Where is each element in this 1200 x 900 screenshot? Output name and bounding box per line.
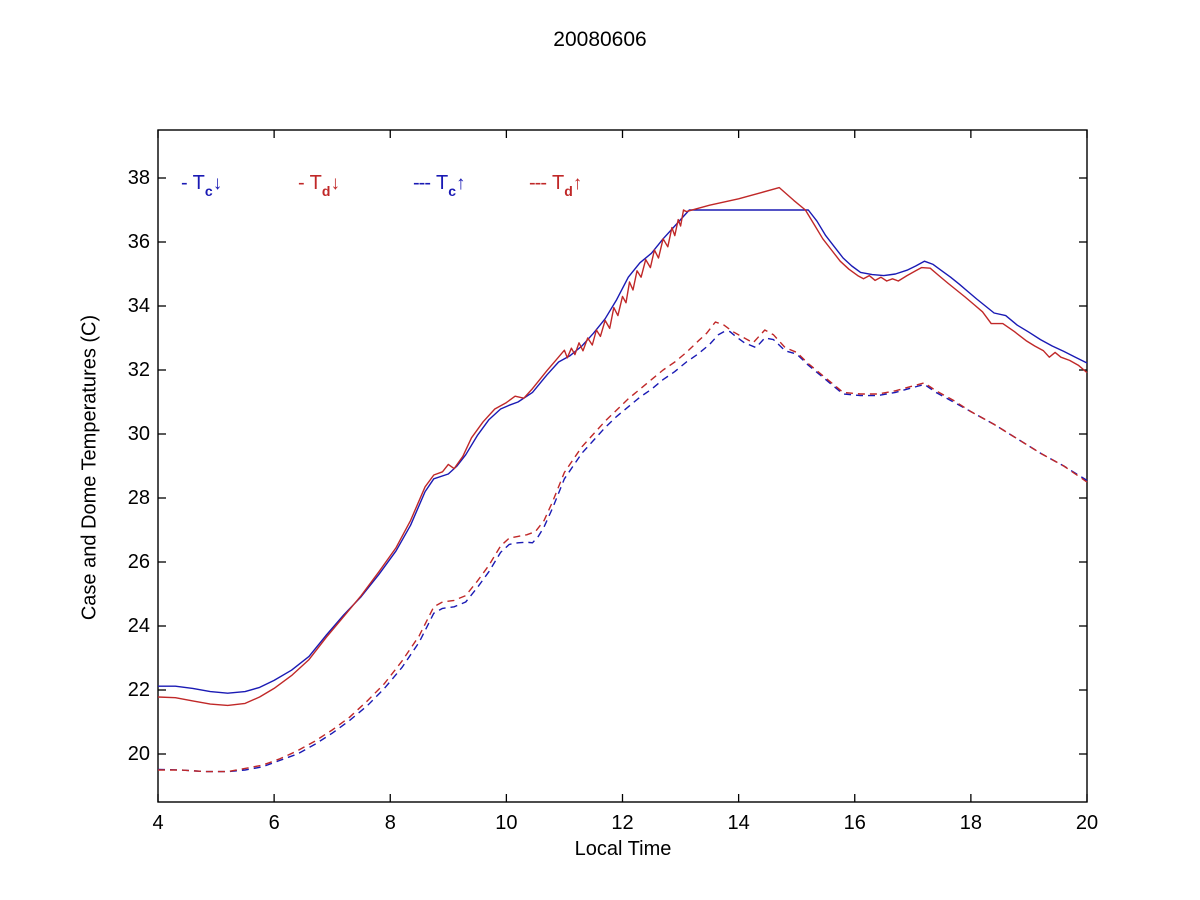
legend-entry-c-down: - Tc↓ — [181, 172, 223, 199]
legend-subscript: d — [564, 183, 573, 199]
x-axis-label: Local Time — [574, 838, 672, 860]
y-tick-label: 32 — [127, 359, 150, 381]
x-tick-label: 14 — [727, 812, 750, 834]
down-arrow-icon: ↓ — [330, 173, 340, 194]
y-tick-label: 36 — [127, 231, 150, 253]
series-td-down-line — [157, 186, 1088, 707]
plot-box — [157, 129, 1088, 803]
x-tick-label: 12 — [611, 812, 634, 834]
solid-line-sample: - — [298, 172, 305, 194]
x-tick-label: 18 — [959, 812, 982, 834]
y-tick-label: 24 — [127, 615, 150, 637]
dashed-line-sample: --- — [529, 172, 547, 194]
y-tick-label: 30 — [127, 423, 150, 445]
legend-entry-c-up: --- Tc↑ — [413, 172, 466, 199]
legend-subscript: d — [321, 183, 331, 199]
y-tick-label: 28 — [127, 487, 150, 509]
y-tick-label: 38 — [127, 167, 150, 189]
legend-entry-d-down: - Td↓ — [298, 172, 340, 199]
series-td-up-line — [158, 321, 1088, 773]
x-tick-label: 6 — [268, 812, 280, 834]
series-tc-up-line — [157, 330, 1088, 773]
up-arrow-icon: ↑ — [456, 173, 466, 194]
x-tick-label: 10 — [495, 812, 518, 834]
x-tick-label: 16 — [843, 812, 866, 834]
x-tick-label: 4 — [152, 812, 164, 834]
legend-entry-d-up: --- Td↑ — [529, 172, 583, 199]
y-tick-label: 34 — [127, 295, 150, 317]
x-tick-label: 20 — [1075, 812, 1099, 834]
dashed-line-sample: --- — [413, 172, 431, 194]
up-arrow-icon: ↑ — [572, 173, 583, 194]
legend-subscript: c — [448, 183, 456, 199]
solid-line-sample: - — [181, 172, 188, 194]
y-tick-label: 26 — [127, 551, 150, 573]
legend-subscript: c — [204, 183, 213, 199]
chart-title: 20080606 — [553, 28, 647, 51]
y-axis-label: Case and Dome Temperatures (C) — [78, 314, 101, 621]
down-arrow-icon: ↓ — [212, 173, 223, 194]
y-tick-label: 22 — [127, 679, 150, 701]
x-tick-label: 8 — [384, 812, 396, 834]
y-tick-label: 20 — [127, 743, 150, 765]
